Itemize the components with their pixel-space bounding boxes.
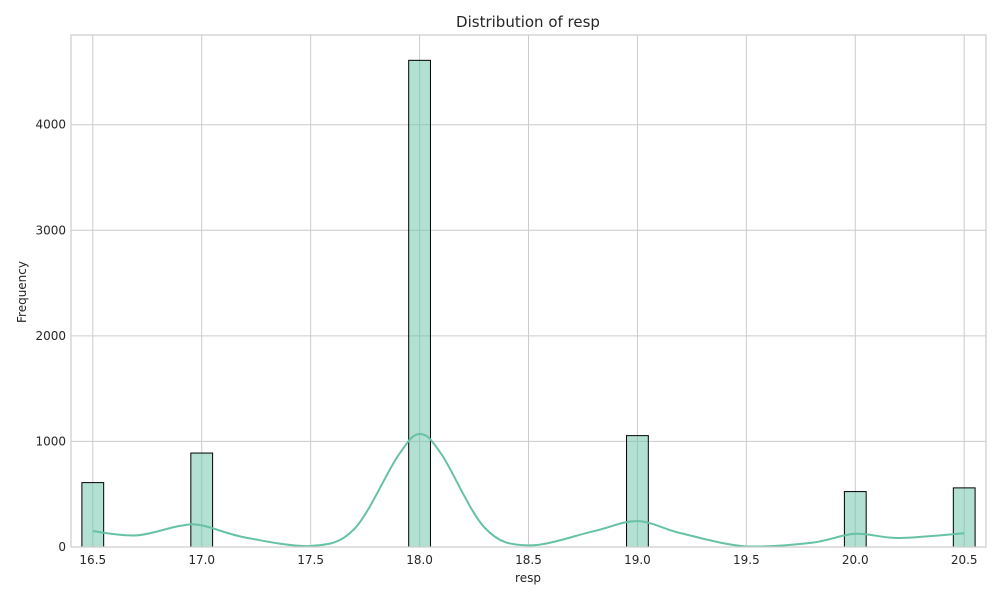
x-tick-label: 18.0 bbox=[406, 553, 433, 567]
histogram-bar bbox=[190, 452, 214, 548]
x-tick-label: 17.0 bbox=[188, 553, 215, 567]
histogram-bar bbox=[843, 491, 867, 548]
histogram-bar bbox=[626, 435, 649, 548]
x-tick-label: 19.0 bbox=[624, 553, 651, 567]
plot-frame bbox=[70, 34, 987, 548]
x-tick-label: 20.0 bbox=[842, 553, 869, 567]
histogram-bar bbox=[81, 482, 105, 548]
x-tick-label: 16.5 bbox=[79, 553, 106, 567]
y-axis-label: Frequency bbox=[15, 261, 29, 323]
x-axis-label: resp bbox=[515, 571, 541, 585]
y-tick-label: 3000 bbox=[35, 223, 66, 237]
chart-title: Distribution of resp bbox=[456, 13, 600, 31]
y-tick-label: 4000 bbox=[35, 118, 66, 132]
y-tick-label: 1000 bbox=[35, 434, 66, 448]
x-tick-label: 17.5 bbox=[297, 553, 324, 567]
histogram-bar bbox=[408, 59, 431, 548]
x-tick-label: 19.5 bbox=[733, 553, 760, 567]
x-tick-labels: 16.5 17.0 17.5 18.0 18.5 19.0 19.5 20.0 20.5 bbox=[79, 553, 977, 567]
histogram-bar bbox=[952, 487, 976, 548]
y-tick-label: 0 bbox=[58, 540, 66, 554]
y-tick-labels: 0 1000 2000 3000 4000 bbox=[35, 118, 66, 554]
y-tick-label: 2000 bbox=[35, 329, 66, 343]
kde-curve bbox=[92, 433, 965, 548]
x-tick-label: 18.5 bbox=[515, 553, 542, 567]
x-tick-label: 20.5 bbox=[951, 553, 978, 567]
